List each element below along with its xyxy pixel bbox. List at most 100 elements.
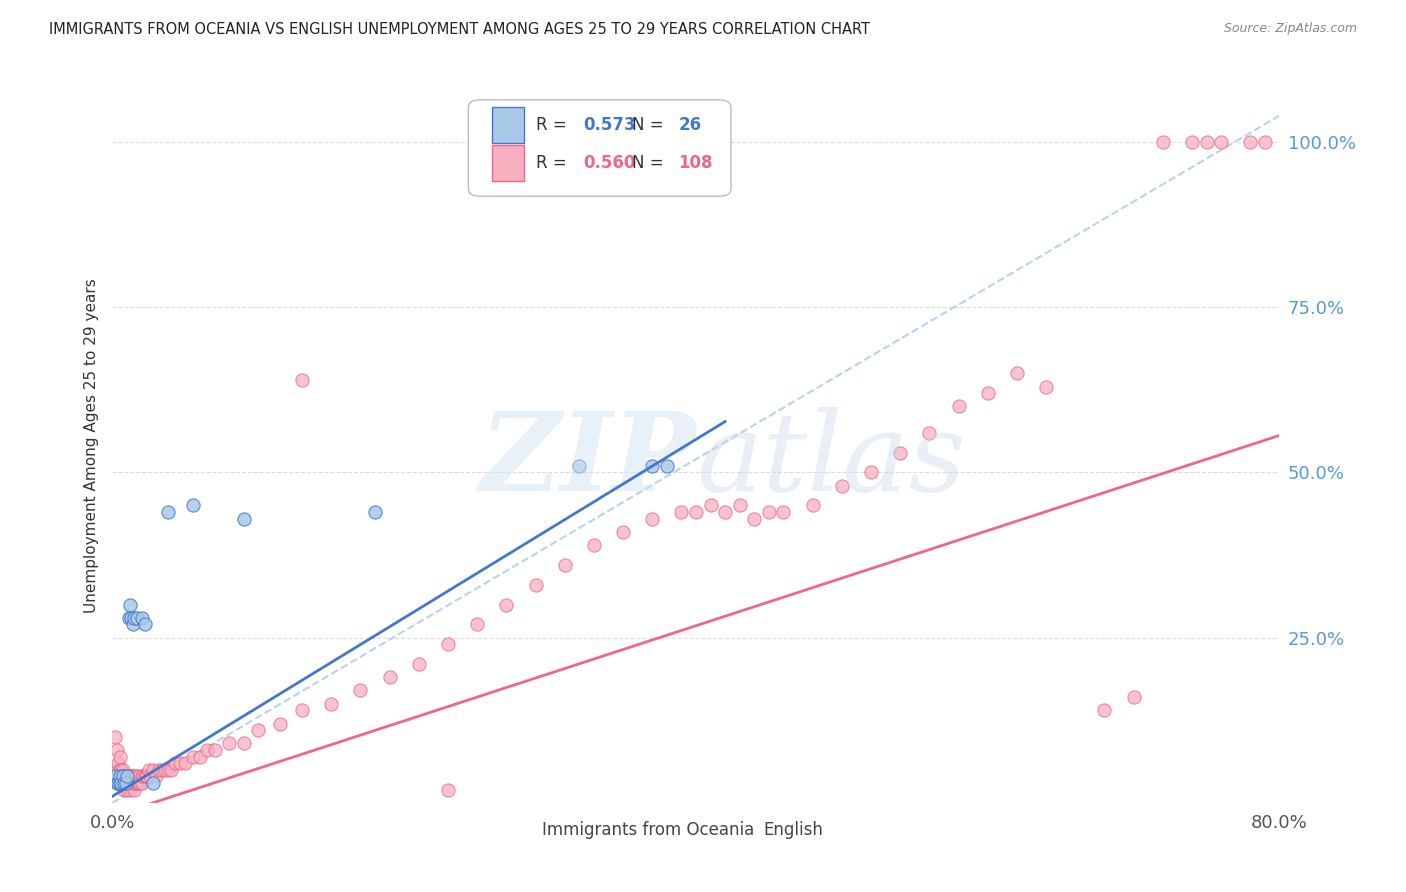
Point	[364, 505, 387, 519]
Text: R =: R =	[536, 153, 572, 171]
Point	[568, 458, 591, 473]
Point	[108, 776, 131, 790]
Point	[127, 611, 149, 625]
Point	[378, 670, 401, 684]
Text: English: English	[763, 821, 824, 838]
Point	[1152, 135, 1174, 149]
Point	[110, 776, 132, 790]
Point	[122, 769, 145, 783]
Point	[714, 505, 737, 519]
Point	[104, 730, 127, 744]
Point	[105, 776, 128, 790]
Point	[114, 776, 136, 790]
Point	[120, 611, 142, 625]
Point	[115, 769, 138, 783]
Point	[131, 776, 153, 790]
Point	[685, 505, 707, 519]
Point	[127, 776, 149, 790]
Point	[111, 776, 134, 790]
Point	[107, 763, 129, 777]
Point	[108, 763, 131, 777]
Point	[124, 782, 146, 797]
Point	[1094, 703, 1116, 717]
Bar	[492, 145, 524, 180]
Point	[247, 723, 270, 738]
Point	[107, 776, 129, 790]
Point	[118, 769, 141, 783]
Point	[437, 782, 460, 797]
Point	[174, 756, 197, 771]
Point	[112, 776, 135, 790]
Point	[114, 769, 136, 783]
Point	[918, 425, 941, 440]
Point	[150, 763, 173, 777]
Point	[948, 400, 970, 414]
Point	[742, 511, 765, 525]
Point	[156, 763, 179, 777]
Point	[976, 386, 998, 401]
Point	[122, 617, 145, 632]
Point	[655, 458, 678, 473]
Point	[188, 749, 211, 764]
Point	[1239, 135, 1261, 149]
Point	[218, 736, 240, 750]
Point	[111, 763, 134, 777]
Y-axis label: Unemployment Among Ages 25 to 29 years: Unemployment Among Ages 25 to 29 years	[83, 278, 98, 614]
Text: N =: N =	[631, 153, 669, 171]
Point	[321, 697, 343, 711]
Point	[136, 769, 159, 783]
Point	[582, 538, 605, 552]
Point	[145, 769, 167, 783]
Point	[131, 611, 153, 625]
Point	[118, 776, 141, 790]
Point	[112, 776, 135, 790]
Point	[111, 769, 134, 783]
Point	[181, 749, 204, 764]
Point	[165, 756, 187, 771]
Point	[118, 598, 141, 612]
Point	[138, 763, 160, 777]
Text: atlas: atlas	[696, 407, 966, 514]
Point	[132, 769, 155, 783]
Point	[111, 769, 134, 783]
Point	[120, 776, 142, 790]
Point	[115, 782, 138, 797]
Point	[124, 611, 146, 625]
Point	[156, 505, 179, 519]
Point	[129, 776, 152, 790]
Bar	[731, 815, 756, 842]
Point	[148, 763, 170, 777]
Text: Immigrants from Oceania: Immigrants from Oceania	[541, 821, 754, 838]
Text: Source: ZipAtlas.com: Source: ZipAtlas.com	[1223, 22, 1357, 36]
Point	[110, 763, 132, 777]
Point	[125, 776, 148, 790]
Point	[232, 511, 254, 525]
Point	[108, 769, 131, 783]
Point	[291, 703, 314, 717]
Point	[104, 769, 127, 783]
Point	[110, 769, 132, 783]
Text: 0.573: 0.573	[582, 116, 636, 134]
Text: N =: N =	[631, 116, 669, 134]
Point	[641, 458, 664, 473]
Point	[127, 769, 149, 783]
Point	[889, 445, 911, 459]
Point	[524, 578, 547, 592]
Point	[204, 743, 226, 757]
Point	[135, 769, 157, 783]
Point	[1005, 367, 1028, 381]
Point	[349, 683, 371, 698]
Point	[110, 776, 132, 790]
Point	[160, 763, 183, 777]
Point	[118, 782, 141, 797]
Point	[124, 769, 146, 783]
Point	[641, 511, 664, 525]
Point	[831, 478, 853, 492]
Point	[115, 769, 138, 783]
Point	[153, 763, 176, 777]
Text: IMMIGRANTS FROM OCEANIA VS ENGLISH UNEMPLOYMENT AMONG AGES 25 TO 29 YEARS CORREL: IMMIGRANTS FROM OCEANIA VS ENGLISH UNEMP…	[49, 22, 870, 37]
Point	[112, 782, 135, 797]
Point	[232, 736, 254, 750]
Point	[554, 558, 576, 572]
Bar	[509, 815, 534, 842]
